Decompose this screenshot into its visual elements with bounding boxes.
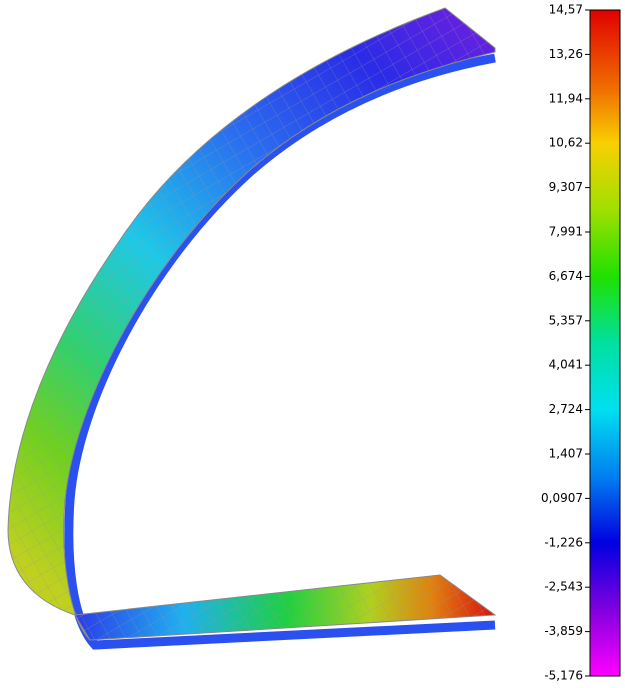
legend-label: -2,543 bbox=[544, 580, 583, 594]
deformed-shape bbox=[7, 7, 497, 650]
mesh-upper bbox=[8, 8, 495, 640]
legend-label: 1,407 bbox=[549, 447, 583, 461]
legend-label: -3,859 bbox=[544, 624, 583, 638]
legend-label: 10,62 bbox=[549, 136, 583, 150]
legend-label: 14,57 bbox=[549, 3, 583, 17]
legend-label: -1,226 bbox=[544, 535, 583, 549]
legend-label: 0,0907 bbox=[541, 491, 583, 505]
legend-label: 9,307 bbox=[549, 180, 583, 194]
legend-label: -5,176 bbox=[544, 669, 583, 683]
legend-label: 11,94 bbox=[549, 91, 583, 105]
inner-edge bbox=[64, 53, 496, 650]
legend-label: 4,041 bbox=[549, 358, 583, 372]
legend-label: 2,724 bbox=[549, 402, 583, 416]
legend-label: 13,26 bbox=[549, 47, 583, 61]
legend: 14,57 13,26 11,94 10,62 9,307 7,991 6,674 5,357… bbox=[541, 3, 590, 683]
color-bar bbox=[589, 9, 621, 677]
mesh-lower bbox=[75, 575, 495, 640]
legend-label: 6,674 bbox=[549, 269, 583, 283]
legend-label: 5,357 bbox=[549, 313, 583, 327]
legend-label: 7,991 bbox=[549, 225, 583, 239]
